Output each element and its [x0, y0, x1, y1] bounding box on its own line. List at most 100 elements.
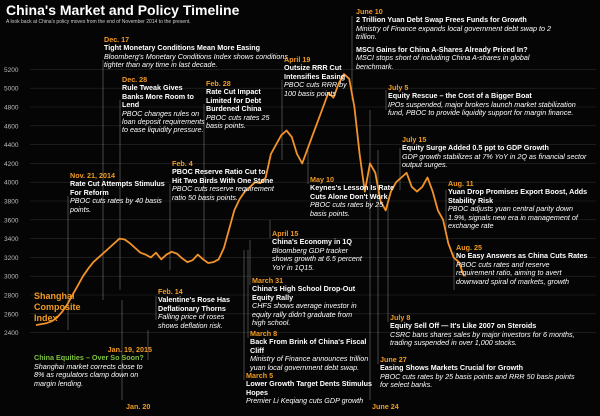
annotation-june24: June 24: [372, 402, 412, 411]
annotation-march5: March 5 Lower Growth Target Dents Stimul…: [246, 371, 374, 406]
annotation-date: July 8: [390, 313, 411, 322]
annotation-date: Jan. 19, 2015: [107, 345, 152, 354]
annotation-body: PBOC cuts rates 25 basis points.: [206, 112, 270, 131]
annotation-headline: 2 Trillion Yuan Debt Swap Frees Funds fo…: [356, 15, 527, 25]
index-line: [35, 73, 465, 326]
annotation-body: Shanghai market corrects close to 8% as …: [34, 361, 143, 388]
annotation-date: March 31: [252, 276, 284, 285]
annotation-headline: Back From Brink of China's Fiscal Cliff: [250, 337, 367, 355]
annotation-date: Dec. 28: [122, 75, 148, 84]
y-tick-label: 2800: [4, 293, 19, 300]
annotation-april15: April 15 China's Economy in 1Q Bloomberg…: [272, 229, 370, 272]
annotation-date: June 10: [356, 7, 383, 16]
annotation-headline: Equity Sell Off — It's Like 2007 on Ster…: [390, 321, 537, 331]
annotation-body: CHFS shows average investor in equity ra…: [252, 301, 357, 328]
annotation-feb4: Feb. 4 PBOC Reserve Ratio Cut to Hit Two…: [172, 159, 276, 202]
annotation-march31: March 31 China's High School Drop-Out Eq…: [252, 276, 364, 328]
annotation-date: Aug. 25: [456, 243, 482, 252]
page-title: China's Market and Policy Timeline: [6, 2, 240, 18]
annotation-date: March 8: [250, 329, 278, 338]
annotation-body: PBOC cuts rates and reserve requirement …: [456, 259, 570, 286]
annotation-headline: MSCI Gains for China A-Shares Already Pr…: [356, 45, 528, 54]
y-tick-label: 5200: [4, 67, 19, 74]
annotation-date: July 5: [388, 83, 409, 92]
y-axis-ticks: 2400 2600 2800 3000 3200 3400 3600 3800 4000 4200…: [4, 67, 19, 337]
annotation-dec17: Dec. 17 Tight Monetary Conditions Mean M…: [104, 35, 304, 70]
annotation-headline: Rate Cut Attempts Stimulus For Reform: [70, 179, 165, 197]
annotation-jan20: Jan. 20: [126, 402, 166, 411]
annotation-march8: March 8 Back From Brink of China's Fisca…: [250, 329, 372, 372]
y-tick-label: 3800: [4, 199, 19, 206]
y-tick-label: 3600: [4, 217, 19, 224]
annotation-feb28: Feb. 28 Rate Cut Impact Limited for Debt…: [206, 79, 282, 131]
annotation-headline: Equity Surge Added 0.5 ppt to GDP Growth: [402, 143, 549, 153]
annotation-date: May 10: [310, 175, 334, 184]
annotation-headline: China's Economy in 1Q: [272, 237, 352, 247]
annotation-aug25: Aug. 25 No Easy Answers as China Cuts Ra…: [456, 243, 588, 286]
annotation-dec28: Dec. 28 Rule Tweak Gives Banks More Room…: [122, 75, 206, 135]
annotation-date: Feb. 14: [158, 287, 183, 296]
annotation-body: GDP growth stabilizes at 7% YoY in 2Q as…: [402, 151, 587, 170]
annotation-msci: MSCI Gains for China A-Shares Already Pr…: [356, 45, 564, 71]
annotation-body: PBOC cuts reserve requirement ratio 50 b…: [172, 184, 274, 202]
annotation-body: PBOC adjusts yuan central parity down 1.…: [448, 204, 578, 231]
annotation-headline: Rule Tweak Gives Banks More Room to Lend: [122, 83, 194, 110]
annotation-body: PBOC changes rules on loan deposit requi…: [122, 108, 205, 135]
annotation-date: Aug. 11: [448, 179, 474, 188]
y-tick-label: 4800: [4, 105, 19, 112]
annotation-headline: Outsize RRR Cut Intensifies Easing: [284, 63, 346, 81]
annotation-body: CSRC bans shares sales by major investor…: [390, 329, 575, 348]
annotation-july5: July 5 Equity Rescue – the Cost of a Big…: [388, 83, 586, 118]
annotation-date: April 15: [272, 229, 299, 238]
annotation-body: Bloomberg's Monetary Conditions Index sh…: [104, 51, 288, 70]
annotation-body: Ministry of Finance expands local govern…: [356, 23, 551, 42]
annotation-nov21: Nov. 21, 2014 Rate Cut Attempts Stimulus…: [70, 171, 166, 214]
annotation-july8: July 8 Equity Sell Off — It's Like 2007 …: [390, 313, 596, 348]
annotation-may10: May 10 Keynes's Lesson Is Rate Cuts Alon…: [310, 175, 396, 218]
annotation-headline: Keynes's Lesson Is Rate Cuts Alone Don't…: [310, 183, 395, 201]
annotation-date: Dec. 17: [104, 35, 130, 44]
y-tick-label: 4000: [4, 180, 19, 187]
annotation-headline: Easing Shows Markets Crucial for Growth: [380, 363, 523, 373]
y-tick-label: 4400: [4, 142, 19, 149]
annotation-feb14: Feb. 14 Valentine's Rose Has Deflationar…: [158, 287, 234, 330]
annotation-date: April 19: [284, 55, 311, 64]
y-tick-label: 5000: [4, 86, 19, 93]
annotation-headline: Equity Rescue – the Cost of a Bigger Boa…: [388, 91, 532, 101]
annotation-date: July 15: [402, 135, 427, 144]
annotation-body: MSCI stops short of including China A-sh…: [356, 53, 530, 71]
annotation-june27: June 27 Easing Shows Markets Crucial for…: [380, 355, 576, 390]
annotation-headline: China's High School Drop-Out Equity Rall…: [252, 284, 356, 302]
annotation-body: Ministry of Finance announces trillion y…: [250, 354, 369, 372]
y-tick-label: 3400: [4, 236, 19, 243]
annotation-headline: Yuan Drop Promises Export Boost, Adds St…: [448, 187, 588, 205]
annotation-date: Feb. 4: [172, 159, 193, 168]
annotation-headline: PBOC Reserve Ratio Cut to Hit Two Birds …: [172, 167, 274, 185]
annotation-aug11: Aug. 11 Yuan Drop Promises Export Boost,…: [448, 179, 592, 231]
annotation-date: Feb. 28: [206, 79, 231, 88]
series-label: Shanghai Composite Index: [34, 291, 81, 323]
y-tick-label: 4200: [4, 161, 19, 168]
annotation-april19: April 19 Outsize RRR Cut Intensifies Eas…: [284, 55, 354, 98]
annotation-date: Jan. 20: [126, 402, 151, 411]
y-tick-label: 4600: [4, 123, 19, 130]
annotation-body: IPOs suspended, major brokers launch mar…: [388, 99, 576, 118]
annotation-body: PBOC cuts rates by 25 basis points and R…: [380, 371, 575, 390]
annotation-headline: Valentine's Rose Has Deflationary Thorns: [158, 295, 231, 313]
annotation-date: March 5: [246, 371, 274, 380]
y-tick-label: 3200: [4, 255, 19, 262]
annotation-body: PBOC cuts rates by 40 basis points.: [70, 196, 162, 214]
y-tick-label: 2400: [4, 330, 19, 337]
annotation-headline: Lower Growth Target Dents Stimulus Hopes: [246, 379, 373, 397]
annotation-headline: Rate Cut Impact Limited for Debt Burdene…: [206, 87, 262, 114]
page-subtitle: A look back at China's policy moves from…: [6, 19, 191, 25]
leader-lines: [67, 16, 455, 400]
annotation-june10: June 10 2 Trillion Yuan Debt Swap Frees …: [356, 7, 562, 42]
annotation-date: June 27: [380, 355, 407, 364]
annotation-jan19: Jan. 19, 2015 China Equities – Over So S…: [34, 345, 152, 388]
annotation-body: Premier Li Keqiang cuts GDP growth: [246, 396, 364, 406]
annotation-july15: July 15 Equity Surge Added 0.5 ppt to GD…: [402, 135, 588, 170]
annotation-body: Falling price of roses shows deflation r…: [158, 312, 225, 330]
y-tick-label: 3000: [4, 274, 19, 281]
